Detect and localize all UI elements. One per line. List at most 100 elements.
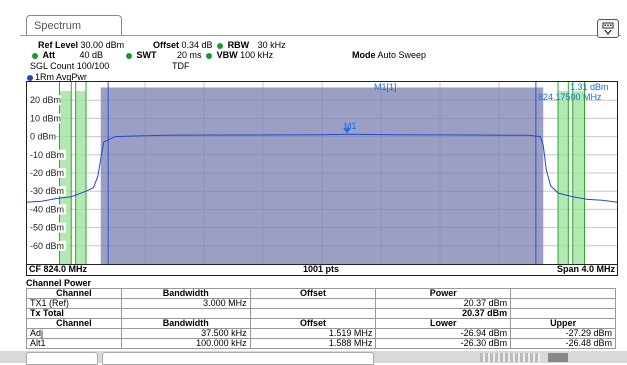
channel-power-table: Channel Bandwidth Offset Power TX1 (Ref)… bbox=[26, 288, 616, 349]
table-cell: 1.588 MHz bbox=[249, 338, 377, 349]
rbw-value: 30 kHz bbox=[257, 40, 286, 50]
trace-label[interactable]: 1Rm AvgPwr bbox=[27, 72, 87, 82]
table-cell: Alt1 bbox=[26, 338, 122, 349]
table-row: Adj 37.500 kHz 1.519 MHz -26.94 dBm -27.… bbox=[26, 328, 616, 339]
vbw-label: VBW bbox=[216, 50, 238, 60]
y-tick-label: -10 dBm bbox=[30, 150, 64, 160]
y-tick-label: -60 dBm bbox=[30, 241, 64, 251]
y-tick-label-bg bbox=[28, 186, 66, 197]
table-row: Alt1 100.000 kHz 1.588 MHz -26.30 dBm -2… bbox=[26, 338, 616, 349]
swt-setting[interactable]: SWT 20 ms VBW 100 kHz bbox=[124, 50, 273, 60]
tx-channel-band bbox=[100, 87, 544, 264]
y-tick-label-bg bbox=[28, 240, 66, 251]
col-header: Power bbox=[375, 288, 512, 299]
tab-spectrum[interactable]: Spectrum bbox=[26, 15, 122, 36]
plot-footer: CF 824.0 MHz 1001 pts Span 4.0 MHz bbox=[26, 264, 618, 276]
tab-spectrum-label: Spectrum bbox=[34, 20, 82, 32]
swt-coupled-icon bbox=[126, 52, 132, 59]
table-cell bbox=[249, 298, 377, 309]
tx-total-row: Tx Total 20.37 dBm bbox=[26, 308, 616, 319]
col-header: Bandwidth bbox=[120, 318, 251, 329]
status-bar bbox=[0, 351, 627, 365]
y-tick-label-bg bbox=[28, 222, 66, 233]
adjacent-channel-band bbox=[572, 91, 585, 264]
att-label: Att bbox=[42, 50, 56, 60]
y-tick-label-bg bbox=[28, 149, 66, 160]
channel-power-title: Channel Power bbox=[26, 278, 92, 288]
table-cell: 1.519 MHz bbox=[249, 328, 377, 339]
marker-frequency: 824.17500 MHz bbox=[538, 92, 602, 102]
table-cell bbox=[249, 308, 377, 319]
trace-line bbox=[27, 133, 617, 203]
marker-plot-label: M1 bbox=[344, 121, 357, 131]
col-header: Lower bbox=[375, 318, 512, 329]
swt-label: SWT bbox=[136, 50, 157, 60]
rbw-coupled-icon bbox=[217, 42, 224, 49]
trace-indicator-icon bbox=[27, 74, 33, 81]
col-header: Upper bbox=[510, 318, 616, 329]
spectrum-plot[interactable]: 20 dBm 10 dBm 0 dBm -10 dBm -20 dBm -30 dBm -4… bbox=[26, 81, 618, 265]
mode-setting[interactable]: Mode Auto Sweep bbox=[352, 50, 426, 60]
mode-label: Mode bbox=[352, 50, 376, 60]
col-header bbox=[510, 288, 616, 299]
col-header: Offset bbox=[249, 288, 377, 299]
y-tick-label: 20 dBm bbox=[30, 95, 61, 105]
tx-total-value: 20.37 dBm bbox=[375, 308, 512, 319]
marker-triangle bbox=[343, 128, 352, 134]
table-row: TX1 (Ref) 3.000 MHz 20.37 dBm bbox=[26, 298, 616, 309]
swt-value: 20 ms bbox=[177, 50, 202, 60]
mode-value: Auto Sweep bbox=[377, 50, 427, 60]
sgl-count: SGL Count 100/100 bbox=[30, 61, 110, 71]
center-frequency: CF 824.0 MHz bbox=[29, 264, 88, 274]
trace-label-text: 1Rm AvgPwr bbox=[35, 72, 87, 82]
table-cell: -26.30 dBm bbox=[375, 338, 512, 349]
status-field[interactable] bbox=[26, 352, 98, 365]
offset-setting[interactable]: Offset 0.34 dB RBW 30 kHz bbox=[153, 40, 286, 50]
table-cell: Adj bbox=[26, 328, 122, 339]
table-cell: 100.000 kHz bbox=[120, 338, 251, 349]
y-tick-label: -20 dBm bbox=[30, 168, 64, 178]
table-cell bbox=[510, 298, 616, 309]
status-icon bbox=[548, 353, 568, 362]
att-value: 40 dB bbox=[79, 50, 104, 60]
col-header: Bandwidth bbox=[120, 288, 251, 299]
col-header: Channel bbox=[26, 288, 122, 299]
y-tick-label-bg bbox=[28, 113, 61, 124]
menu-button[interactable] bbox=[597, 19, 619, 38]
status-message-field bbox=[102, 352, 374, 365]
vbw-value: 100 kHz bbox=[240, 50, 274, 60]
ref-level-setting[interactable]: Ref Level 30.00 dBm bbox=[38, 40, 124, 50]
table-cell bbox=[510, 308, 616, 319]
sweep-points: 1001 pts bbox=[303, 264, 340, 274]
tdf-label: TDF bbox=[172, 61, 190, 71]
span-label: Span 4.0 MHz bbox=[556, 264, 615, 274]
att-coupled-icon bbox=[32, 52, 38, 59]
y-tick-label: 10 dBm bbox=[30, 113, 61, 123]
table-header-row: Channel Bandwidth Offset Lower Upper bbox=[26, 318, 616, 329]
tab-divider bbox=[20, 35, 621, 36]
y-tick-label-bg bbox=[28, 168, 66, 178]
y-tick-label: -30 dBm bbox=[30, 186, 64, 196]
adjacent-channel-band bbox=[558, 91, 569, 264]
table-cell: 37.500 kHz bbox=[120, 328, 251, 339]
tx-total-label: Tx Total bbox=[26, 308, 122, 319]
table-cell: 3.000 MHz bbox=[120, 298, 251, 309]
y-tick-label-bg bbox=[28, 131, 56, 142]
ref-level-value: 30.00 dBm bbox=[80, 40, 125, 50]
rbw-label: RBW bbox=[227, 40, 250, 50]
table-cell bbox=[120, 308, 251, 319]
table-cell: -27.29 dBm bbox=[510, 328, 616, 339]
menu-icon bbox=[602, 22, 614, 35]
offset-label: Offset bbox=[153, 40, 180, 50]
spectrum-chart: 20 dBm 10 dBm 0 dBm -10 dBm -20 dBm -30 dBm -4… bbox=[27, 82, 617, 264]
att-setting[interactable]: Att 40 dB bbox=[30, 50, 103, 60]
col-header: Offset bbox=[249, 318, 377, 329]
table-cell: TX1 (Ref) bbox=[26, 298, 122, 309]
ref-level-label: Ref Level bbox=[38, 40, 79, 50]
marker-level: 1.31 dBm bbox=[570, 82, 609, 92]
table-header-row: Channel Bandwidth Offset Power bbox=[26, 288, 616, 299]
marker-name: M1[1] bbox=[374, 82, 397, 92]
table-cell: -26.94 dBm bbox=[375, 328, 512, 339]
col-header: Channel bbox=[26, 318, 122, 329]
offset-value: 0.34 dB bbox=[181, 40, 213, 50]
